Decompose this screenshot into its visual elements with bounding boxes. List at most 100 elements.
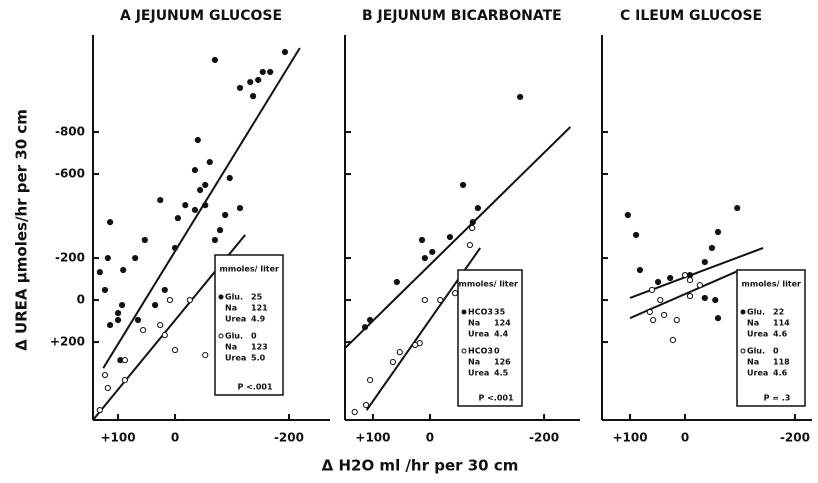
point: [469, 219, 476, 226]
legend-label: Urea: [468, 369, 489, 378]
legend-label: Na: [747, 319, 759, 328]
point: [206, 158, 213, 166]
point: [191, 166, 199, 174]
point: [389, 358, 397, 366]
point: [474, 204, 482, 212]
p-value: P = .3: [764, 394, 791, 403]
legend-box: [736, 269, 806, 407]
legend-value: 0: [773, 347, 779, 356]
point: [236, 84, 244, 92]
point: [249, 93, 257, 100]
point: [197, 186, 204, 194]
y-tick-label: -600: [55, 167, 85, 181]
point: [686, 271, 694, 279]
legend-title: mmoles/ liter: [742, 280, 802, 289]
point: [211, 56, 219, 64]
legend-label: Glu.: [747, 308, 765, 317]
point: [734, 204, 741, 212]
legend-value: 25: [251, 293, 263, 302]
point: [714, 228, 722, 236]
x-tick-label: -200: [780, 431, 810, 445]
point: [106, 219, 114, 226]
legend-label: Urea: [225, 354, 246, 363]
point: [202, 202, 209, 209]
legend-marker: [461, 348, 467, 354]
point: [708, 244, 716, 252]
legend-value: 0: [494, 347, 500, 356]
point: [236, 204, 244, 212]
legend-marker: [740, 348, 746, 354]
legend-value: 123: [251, 343, 268, 352]
point: [466, 241, 474, 249]
legend-value: 5.0: [251, 354, 266, 363]
point: [186, 296, 193, 304]
point: [650, 316, 657, 324]
point: [166, 296, 174, 304]
point: [363, 401, 370, 409]
point: [673, 316, 680, 324]
legend-label: Urea: [468, 330, 489, 339]
point: [226, 174, 233, 182]
legend-title: mmoles/ liter: [459, 280, 519, 289]
x-tick-label: 0: [426, 431, 434, 445]
point: [106, 321, 114, 329]
point: [421, 296, 428, 304]
legend-label: Na: [225, 304, 237, 313]
point: [140, 327, 147, 334]
x-tick-label: +100: [355, 431, 390, 445]
point: [255, 76, 262, 84]
point: [686, 292, 694, 300]
point: [114, 309, 122, 317]
x-tick-label: +100: [101, 431, 136, 445]
legend-value: 4.5: [494, 369, 509, 378]
point: [412, 341, 419, 349]
point: [101, 371, 109, 379]
y-tick-label: 0: [77, 293, 85, 307]
point: [361, 324, 369, 331]
point: [202, 351, 209, 359]
point: [96, 269, 103, 276]
point: [191, 206, 199, 214]
point: [157, 321, 164, 329]
p-value: P <.001: [237, 383, 273, 392]
point: [657, 296, 664, 304]
x-tick-label: 0: [681, 431, 689, 445]
panel-title: C ILEUM GLUCOSE: [620, 8, 762, 24]
panel-title: A JEJUNUM GLUCOSE: [120, 8, 282, 24]
point: [661, 311, 668, 319]
point: [646, 308, 653, 316]
point: [216, 227, 224, 234]
point: [624, 211, 631, 219]
point: [696, 282, 703, 289]
legend-marker: [740, 309, 746, 315]
point: [351, 408, 358, 416]
legend-label: Na: [747, 358, 759, 367]
x-tick-label: 0: [171, 431, 179, 445]
legend-marker: [218, 333, 224, 339]
legend-value: 121: [251, 304, 268, 313]
legend-label: HCO3: [468, 308, 493, 317]
point: [121, 376, 129, 384]
point: [161, 332, 168, 339]
point: [648, 286, 656, 294]
point: [459, 181, 467, 189]
point: [714, 315, 722, 322]
legend-box: [457, 269, 523, 407]
point: [469, 224, 476, 232]
point: [654, 278, 662, 286]
y-tick-label: +200: [50, 335, 85, 349]
point: [421, 254, 428, 262]
legend-label: Na: [468, 319, 480, 328]
legend-marker: [461, 309, 467, 315]
point: [366, 316, 374, 324]
point: [667, 274, 674, 282]
p-value: P <.001: [478, 394, 514, 403]
point: [437, 296, 444, 304]
point: [701, 294, 708, 302]
point: [96, 407, 103, 414]
point: [429, 248, 436, 256]
legend-title: mmoles/ liter: [220, 265, 280, 274]
legend-label: Glu.: [225, 293, 243, 302]
point: [171, 346, 179, 354]
